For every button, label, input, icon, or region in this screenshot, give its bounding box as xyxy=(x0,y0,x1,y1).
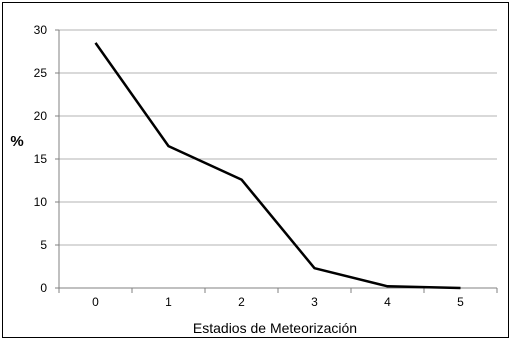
y-tick-label: 30 xyxy=(34,23,48,37)
x-axis-title: Estadios de Meteorización xyxy=(193,320,357,336)
y-tick-label: 25 xyxy=(34,66,48,80)
x-tick-label: 4 xyxy=(384,295,391,309)
axes xyxy=(55,29,498,293)
x-tick-label: 3 xyxy=(311,295,318,309)
y-tick-label: 15 xyxy=(34,152,48,166)
series-line-0 xyxy=(94,42,461,290)
x-tick-label: 5 xyxy=(457,295,464,309)
y-axis-title: % xyxy=(10,133,23,150)
x-tick-label: 0 xyxy=(92,295,99,309)
series-layer xyxy=(94,42,461,290)
y-tick-label: 20 xyxy=(34,109,48,123)
chart-frame xyxy=(2,2,509,338)
gridlines xyxy=(59,29,497,246)
y-tick-label: 5 xyxy=(40,238,47,252)
x-tick-label: 2 xyxy=(238,295,245,309)
y-tick-label: 10 xyxy=(34,195,48,209)
x-tick-label: 1 xyxy=(165,295,172,309)
x-tick-labels: 0 1 2 3 4 5 xyxy=(92,295,464,309)
y-tick-labels: 0 5 10 15 20 25 30 xyxy=(34,23,48,295)
y-tick-label: 0 xyxy=(40,281,47,295)
